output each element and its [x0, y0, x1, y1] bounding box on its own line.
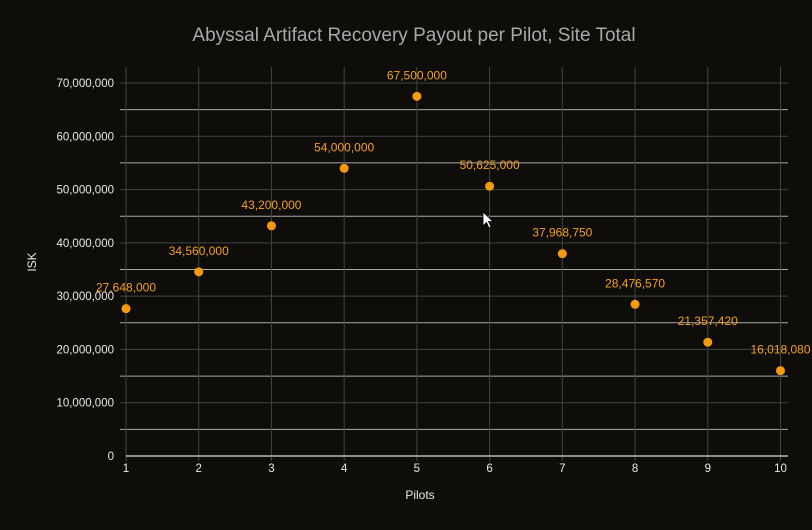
data-point	[121, 304, 131, 314]
x-tick-label: 2	[196, 463, 202, 475]
data-point	[703, 337, 713, 347]
x-tick-label: 3	[268, 463, 274, 475]
x-tick-label: 10	[774, 463, 787, 475]
data-point	[485, 181, 495, 191]
y-tick-label: 20,000,000	[56, 344, 114, 356]
data-points: 27,648,000 34,560,000 43,200,000 54,000,000…	[96, 68, 811, 376]
data-point	[630, 299, 640, 309]
y-tick-label: 70,000,000	[56, 78, 114, 90]
x-tick-label: 6	[486, 463, 492, 475]
data-label: 43,200,000	[241, 198, 301, 212]
x-tick-label: 9	[705, 463, 711, 475]
y-axis-label: ISK	[25, 252, 39, 271]
y-tick-label: 50,000,000	[56, 185, 114, 197]
y-tick-label: 30,000,000	[56, 291, 114, 303]
y-tick-label: 0	[108, 451, 114, 463]
x-axis-label: Pilots	[405, 488, 434, 502]
data-point	[776, 366, 785, 376]
data-label: 50,625,000	[460, 158, 520, 172]
data-label: 27,648,000	[96, 281, 156, 295]
x-tick-label: 5	[414, 463, 420, 475]
grid	[120, 67, 788, 461]
data-label: 34,560,000	[169, 244, 229, 258]
data-point	[412, 91, 422, 101]
data-label: 21,357,420	[678, 314, 738, 328]
y-ticks: 0 10,000,000 20,000,000 30,000,000 40,000,00…	[56, 78, 114, 463]
x-ticks: 1 2 3 4 5 6 7 8 9 10	[123, 463, 787, 475]
data-label: 16,018,080	[750, 343, 810, 357]
x-tick-label: 8	[632, 463, 638, 475]
mouse-cursor-icon	[482, 211, 495, 229]
data-label: 54,000,000	[314, 140, 374, 154]
data-label: 28,476,570	[605, 276, 665, 290]
data-point	[339, 163, 349, 173]
x-tick-label: 7	[559, 463, 565, 475]
y-tick-label: 40,000,000	[56, 238, 114, 250]
chart-title: Abyssal Artifact Recovery Payout per Pil…	[192, 25, 635, 46]
data-label: 67,500,000	[387, 68, 447, 82]
data-point	[557, 249, 567, 259]
x-tick-label: 1	[123, 463, 129, 475]
data-point	[266, 221, 276, 231]
y-tick-label: 60,000,000	[56, 131, 114, 143]
data-label: 37,968,750	[532, 226, 592, 240]
data-point	[194, 267, 204, 277]
y-tick-label: 10,000,000	[56, 398, 114, 410]
x-tick-label: 4	[341, 463, 348, 475]
